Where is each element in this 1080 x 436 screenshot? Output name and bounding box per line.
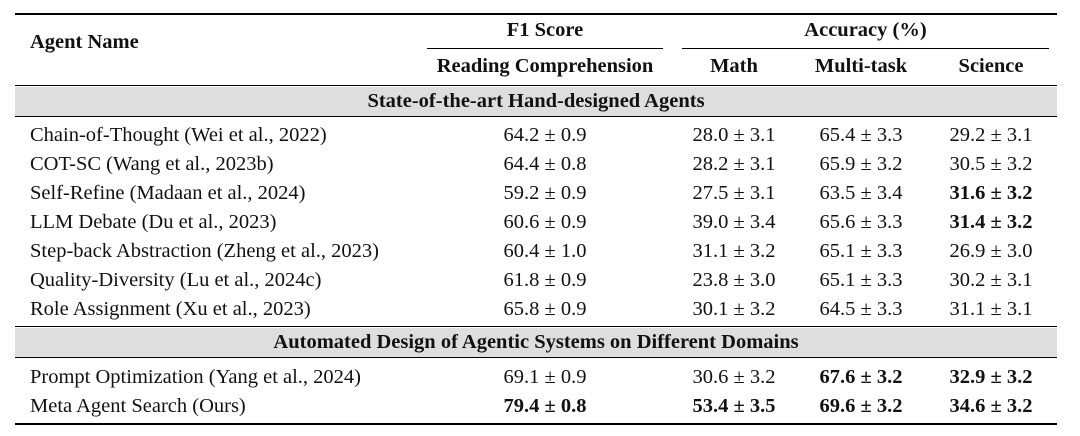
table-cell-reading: 69.1 ± 0.9 [503,366,587,388]
section-band [15,328,1057,357]
table-cell-multitask: 69.6 ± 3.2 [819,395,903,417]
table-cell-math: 28.2 ± 3.1 [692,153,776,175]
header-multi-task: Multi-task [814,55,908,77]
cmidrule-accuracy [682,48,1049,49]
table-cell-science: 32.9 ± 3.2 [949,366,1033,388]
table-cell-math: 30.6 ± 3.2 [692,366,776,388]
table-cell-math: 39.0 ± 3.4 [692,211,776,233]
table-cell-math: 31.1 ± 3.2 [692,240,776,262]
table-cell-science: 29.2 ± 3.1 [949,124,1033,146]
table-cell-math: 27.5 ± 3.1 [692,182,776,204]
table-cell-multitask: 65.1 ± 3.3 [819,269,903,291]
table-cell-reading: 60.4 ± 1.0 [503,240,587,262]
header-science: Science [958,55,1024,77]
table-row-name: LLM Debate (Du et al., 2023) [30,211,277,233]
header-math: Math [710,55,758,77]
table-row-name: Meta Agent Search (Ours) [30,395,246,417]
table-cell-multitask: 64.5 ± 3.3 [819,298,903,320]
header-group-accuracy: Accuracy (%) [804,19,927,41]
section-band [15,87,1057,116]
table-cell-reading: 59.2 ± 0.9 [503,182,587,204]
table-cell-science: 26.9 ± 3.0 [949,240,1033,262]
header-reading-comprehension: Reading Comprehension [436,55,654,77]
section-title: State-of-the-art Hand-designed Agents [367,90,705,112]
table-row-name: Chain-of-Thought (Wei et al., 2022) [30,124,327,146]
section-rule [15,116,1057,117]
table-cell-multitask: 65.9 ± 3.2 [819,153,903,175]
header-rule [15,85,1057,86]
header-group-f1: F1 Score [506,19,584,41]
table-cell-multitask: 65.4 ± 3.3 [819,124,903,146]
table-row-name: COT-SC (Wang et al., 2023b) [30,153,274,175]
table-cell-math: 30.1 ± 3.2 [692,298,776,320]
table-cell-math: 23.8 ± 3.0 [692,269,776,291]
table-cell-reading: 61.8 ± 0.9 [503,269,587,291]
table-cell-reading: 64.4 ± 0.8 [503,153,587,175]
table-cell-multitask: 65.6 ± 3.3 [819,211,903,233]
section-title: Automated Design of Agentic Systems on D… [273,331,799,353]
table-cell-reading: 65.8 ± 0.9 [503,298,587,320]
table-cell-reading: 79.4 ± 0.8 [503,395,587,417]
table-cell-reading: 60.6 ± 0.9 [503,211,587,233]
table-row-name: Prompt Optimization (Yang et al., 2024) [30,366,362,388]
table-row-name: Self-Refine (Madaan et al., 2024) [30,182,306,204]
table-row-name: Quality-Diversity (Lu et al., 2024c) [30,269,322,291]
table-cell-multitask: 63.5 ± 3.4 [819,182,903,204]
section-rule [15,326,1057,327]
table-cell-reading: 64.2 ± 0.9 [503,124,587,146]
table-cell-math: 28.0 ± 3.1 [692,124,776,146]
table-cell-multitask: 67.6 ± 3.2 [819,366,903,388]
top-rule [15,13,1057,15]
table-cell-multitask: 65.1 ± 3.3 [819,240,903,262]
table-cell-science: 30.5 ± 3.2 [949,153,1033,175]
table-cell-math: 53.4 ± 3.5 [692,395,776,417]
table-cell-science: 31.4 ± 3.2 [949,211,1033,233]
bottom-rule [15,423,1057,425]
table-cell-science: 30.2 ± 3.1 [949,269,1033,291]
table-cell-science: 34.6 ± 3.2 [949,395,1033,417]
table-cell-science: 31.6 ± 3.2 [949,182,1033,204]
table-row-name: Step-back Abstraction (Zheng et al., 202… [30,240,379,262]
table-cell-science: 31.1 ± 3.1 [949,298,1033,320]
table-row-name: Role Assignment (Xu et al., 2023) [30,298,311,320]
header-agent-name: Agent Name [30,31,139,53]
section-rule [15,357,1057,358]
cmidrule-f1 [427,48,663,49]
